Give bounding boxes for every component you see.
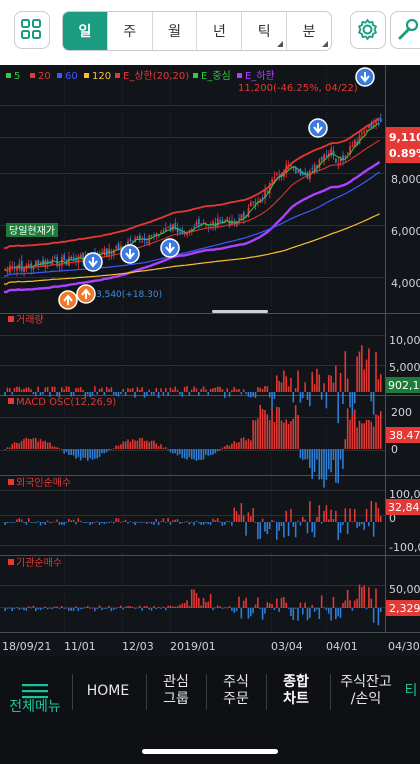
- price-tick-6000: 6,000: [391, 225, 420, 238]
- nav-item-label: 전체메뉴: [9, 698, 61, 715]
- price-tick-8000: 8,000: [391, 173, 420, 186]
- gear-icon: [358, 19, 377, 40]
- tools-button[interactable]: [390, 11, 420, 49]
- date-label: 18/09/21: [2, 640, 51, 653]
- home-indicator[interactable]: [142, 749, 278, 754]
- stock-chart[interactable]: 5 20 60 120 E_상한(20,20) E_중심 E_하한 11,200…: [0, 65, 420, 656]
- foreign-tag-value: 32,845: [388, 501, 420, 514]
- period-tab-label: 틱: [257, 24, 271, 40]
- date-label: 04/30: [388, 640, 420, 653]
- nav-item[interactable]: 티: [402, 656, 420, 726]
- dropdown-corner-icon: [321, 41, 328, 47]
- indicator-legend[interactable]: 5 20 60 120 E_상한(20,20) E_중심 E_하한: [6, 69, 275, 82]
- nav-item[interactable]: 종합 차트: [266, 656, 326, 726]
- period-tab[interactable]: 틱: [242, 12, 288, 50]
- period-tab[interactable]: 일: [63, 12, 108, 50]
- volume-tick-mid: 5,000K: [389, 361, 420, 374]
- macd-tag: [386, 427, 420, 443]
- macd-pane-title: MACD OSC(12,26,9): [16, 397, 116, 408]
- volume-tick-high: 10,000: [389, 334, 420, 347]
- nav-item-label: 주식잔고 /손익: [340, 674, 392, 707]
- legend-ma20: 20: [38, 71, 51, 82]
- legend-ma60: 60: [65, 71, 78, 82]
- macd-tick-200: 200: [391, 406, 412, 419]
- legend-envelope-lower: E_하한: [245, 69, 275, 82]
- volume-tag: [386, 377, 420, 393]
- nav-item[interactable]: 전체메뉴: [0, 656, 70, 734]
- current-price-label-text: 당일현재가: [9, 225, 55, 237]
- legend-envelope-upper: E_상한(20,20): [123, 70, 189, 82]
- nav-item-label: 티: [404, 682, 418, 699]
- foreign-tick-low: -100,0: [389, 541, 420, 554]
- period-tab-label: 분: [302, 24, 316, 40]
- nav-item[interactable]: HOME: [72, 656, 144, 726]
- date-label: 11/01: [64, 640, 96, 653]
- foreign-tick-0: 0: [389, 512, 396, 525]
- period-tab-label: 주: [123, 24, 137, 40]
- institution-tag-value: 2,329: [389, 602, 420, 615]
- nav-separator: [146, 674, 147, 710]
- nav-item[interactable]: 주식잔고 /손익: [330, 656, 402, 726]
- grid-icon: [21, 19, 41, 39]
- period-tab-label: 월: [168, 24, 182, 40]
- period-tab[interactable]: 분: [287, 12, 331, 50]
- period-tab-label: 년: [212, 24, 226, 40]
- nav-separator: [330, 674, 331, 710]
- period-high-note: 11,200(-46.25%, 04/22): [238, 83, 358, 94]
- price-tick-4000: 4,000: [391, 277, 420, 290]
- period-tab[interactable]: 월: [153, 12, 198, 50]
- nav-item-label: 관심 그룹: [163, 674, 189, 707]
- menu-icon: [22, 683, 48, 698]
- layout-grid-button[interactable]: [14, 11, 50, 49]
- institution-tag: [386, 600, 420, 616]
- dropdown-corner-icon: [277, 41, 284, 47]
- nav-separator: [72, 674, 73, 710]
- legend-ma120: 120: [92, 71, 111, 82]
- current-price-change: 0.89%: [389, 147, 420, 160]
- volume-pane-title: 거래량: [16, 314, 44, 326]
- period-tab[interactable]: 주: [108, 12, 153, 50]
- nav-item-label: HOME: [86, 682, 130, 699]
- wrench-icon: [398, 18, 419, 40]
- current-price-label: [6, 223, 58, 237]
- date-label: 03/04: [271, 640, 303, 653]
- nav-separator: [266, 674, 267, 710]
- nav-separator: [206, 674, 207, 710]
- date-label: 2019/01: [170, 640, 216, 653]
- pane-resize-handle[interactable]: [212, 310, 268, 313]
- nav-item[interactable]: 주식 주문: [206, 656, 266, 726]
- nav-item[interactable]: 관심 그룹: [146, 656, 206, 726]
- institution-tick-high: 50,000: [389, 583, 420, 596]
- date-label: 12/03: [122, 640, 154, 653]
- nav-item-label: 주식 주문: [223, 674, 249, 707]
- institution-pane-title: 기관순매수: [16, 557, 62, 569]
- current-price-value: 9,110: [389, 131, 420, 144]
- period-tab-label: 일: [78, 24, 92, 40]
- foreign-tick-high: 100,00: [389, 488, 420, 501]
- legend-envelope-mid: E_중심: [201, 70, 231, 82]
- foreign-tag: [386, 499, 420, 515]
- legend-ma5: 5: [14, 71, 20, 82]
- nav-item-label: 종합 차트: [283, 674, 309, 707]
- current-price-tag: [386, 127, 420, 163]
- volume-tag-value: 902,14: [388, 379, 420, 392]
- date-label: 04/01: [326, 640, 358, 653]
- bottom-navigation: 전체메뉴 HOME 관심 그룹 주식 주문 종합 차트 주식잔고 /손익 티: [0, 656, 420, 764]
- period-tab[interactable]: 년: [197, 12, 243, 50]
- foreign-pane-title: 외국인순매수: [16, 477, 71, 489]
- settings-button[interactable]: [350, 11, 386, 49]
- macd-tick-0: 0: [391, 443, 398, 456]
- macd-tag-value: 38.47: [389, 429, 420, 442]
- period-low-note: 3,540(+18.30): [96, 290, 162, 300]
